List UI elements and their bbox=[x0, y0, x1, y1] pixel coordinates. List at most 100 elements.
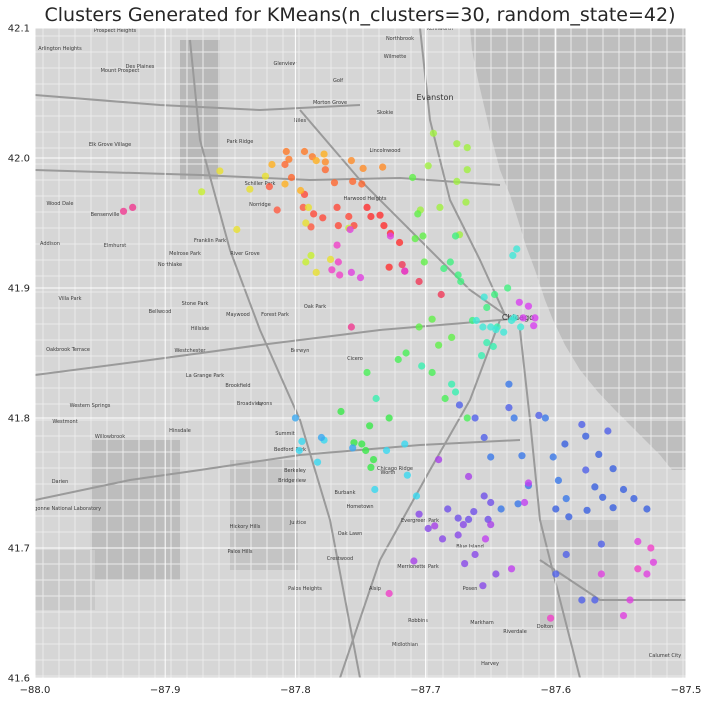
map-label: Harwood Heights bbox=[344, 196, 387, 202]
scatter-point bbox=[448, 380, 456, 388]
scatter-point bbox=[337, 407, 345, 416]
scatter-point bbox=[429, 129, 438, 137]
scatter-point bbox=[347, 268, 355, 276]
scatter-point bbox=[480, 433, 488, 442]
scatter-point bbox=[313, 458, 322, 466]
cluster-25 bbox=[515, 298, 539, 330]
scatter-point bbox=[385, 414, 393, 422]
map-label: Oak Lawn bbox=[338, 531, 363, 537]
scatter-point bbox=[578, 596, 586, 604]
scatter-point bbox=[454, 271, 462, 279]
scatter-point bbox=[541, 414, 549, 422]
scatter-point bbox=[462, 198, 470, 206]
scatter-point bbox=[649, 558, 658, 566]
scatter-point bbox=[358, 180, 366, 188]
map-label: Arlington Heights bbox=[38, 46, 82, 52]
scatter-point bbox=[312, 268, 320, 276]
scatter-point bbox=[281, 160, 289, 169]
map-label: Robbins bbox=[408, 618, 428, 624]
cluster-20 bbox=[455, 401, 612, 604]
scatter-point bbox=[403, 471, 411, 479]
scatter-point bbox=[295, 446, 303, 455]
scatter-point bbox=[626, 596, 634, 604]
map-label: Hillside bbox=[191, 326, 209, 332]
scatter-point bbox=[441, 394, 449, 403]
scatter-point bbox=[487, 498, 495, 507]
cluster-2 bbox=[281, 160, 366, 188]
scatter-point bbox=[440, 264, 448, 273]
map-label: Evergreen Park bbox=[401, 518, 439, 524]
scatter-point bbox=[453, 177, 461, 185]
map-label: Wilmette bbox=[384, 54, 407, 60]
scatter-point bbox=[268, 160, 276, 169]
cluster-10 bbox=[408, 173, 456, 349]
scatter-point bbox=[578, 420, 586, 429]
scatter-point bbox=[471, 414, 479, 422]
scatter-point bbox=[483, 339, 491, 347]
scatter-point bbox=[591, 596, 599, 604]
map-label: Posen bbox=[463, 586, 478, 592]
map-label: Morton Grove bbox=[313, 100, 347, 106]
chart-title: Clusters Generated for KMeans(n_clusters… bbox=[45, 4, 676, 26]
x-axis-ticks: −88.0 −87.9 −87.8 −87.7 −87.6 −87.5 bbox=[20, 685, 702, 696]
map-label: Oak Park bbox=[304, 304, 326, 310]
map-label: Alsip bbox=[369, 586, 381, 592]
scatter-point bbox=[634, 537, 642, 546]
scatter-point bbox=[310, 210, 318, 218]
scatter-point bbox=[273, 206, 281, 214]
scatter-point bbox=[599, 493, 607, 501]
scatter-point bbox=[291, 414, 299, 422]
scatter-point bbox=[515, 298, 523, 306]
scatter-point bbox=[419, 232, 427, 240]
map-label: Hinsdale bbox=[169, 428, 191, 434]
scatter-point bbox=[480, 293, 488, 301]
map-label: Willowbrook bbox=[95, 434, 125, 440]
map-label: Mount Prospect bbox=[101, 68, 140, 74]
scatter-point bbox=[424, 524, 432, 533]
cluster-18 bbox=[487, 380, 570, 513]
scatter-point bbox=[385, 263, 393, 271]
scatter-point bbox=[549, 453, 557, 461]
map-label: Worth bbox=[381, 470, 396, 476]
scatter-point bbox=[376, 211, 384, 219]
scatter-point bbox=[507, 565, 516, 573]
scatter-point bbox=[312, 157, 320, 165]
scatter-point bbox=[333, 241, 341, 249]
map-label: Harvey bbox=[481, 661, 499, 667]
scatter-point bbox=[454, 514, 462, 522]
scatter-point bbox=[497, 505, 505, 513]
scatter-point bbox=[418, 362, 426, 370]
scatter-point bbox=[336, 271, 344, 279]
scatter-point bbox=[509, 251, 517, 260]
scatter-point bbox=[510, 414, 518, 422]
cluster-4 bbox=[282, 147, 316, 163]
gridlines bbox=[34, 27, 687, 679]
scatter-point bbox=[119, 207, 128, 215]
scatter-point bbox=[489, 342, 497, 351]
x-tick-label: −87.9 bbox=[150, 685, 181, 696]
scatter-point bbox=[554, 476, 563, 484]
map-label: Crestwood bbox=[327, 556, 353, 562]
cluster-24 bbox=[481, 479, 533, 573]
map-label: Villa Park bbox=[59, 296, 82, 302]
scatter-point bbox=[302, 258, 310, 266]
map-label: Westchester bbox=[175, 348, 207, 354]
scatter-point bbox=[411, 235, 419, 243]
scatter-point bbox=[562, 495, 570, 503]
y-axis-ticks: 41.6 41.7 41.8 41.9 42.0 42.1 bbox=[8, 24, 30, 685]
scatter-point bbox=[446, 258, 454, 266]
scatter-point bbox=[634, 565, 642, 573]
x-tick-label: −87.5 bbox=[671, 685, 702, 696]
map-highway bbox=[419, 28, 506, 316]
cluster-23 bbox=[410, 456, 495, 565]
scatter-point bbox=[518, 452, 526, 460]
scatter-point bbox=[453, 140, 461, 148]
map-label: La Grange Park bbox=[186, 373, 224, 379]
scatter-point bbox=[349, 177, 357, 185]
scatter-point bbox=[481, 535, 490, 543]
scatter-point bbox=[198, 188, 206, 196]
x-tick-label: −87.7 bbox=[410, 685, 441, 696]
scatter-point bbox=[436, 203, 444, 211]
scatter-point bbox=[513, 245, 521, 253]
scatter-point bbox=[582, 466, 590, 474]
